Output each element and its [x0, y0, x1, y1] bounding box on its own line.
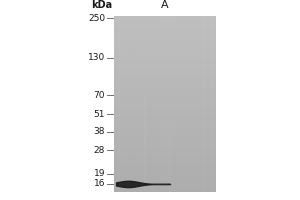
Text: 70: 70 [94, 91, 105, 100]
Text: 16: 16 [94, 179, 105, 188]
Text: 38: 38 [94, 127, 105, 136]
Text: 51: 51 [94, 110, 105, 119]
Text: kDa: kDa [92, 0, 112, 10]
Text: A: A [161, 0, 169, 10]
Text: 28: 28 [94, 146, 105, 155]
Text: 130: 130 [88, 53, 105, 62]
Text: 250: 250 [88, 14, 105, 23]
Text: 19: 19 [94, 169, 105, 178]
